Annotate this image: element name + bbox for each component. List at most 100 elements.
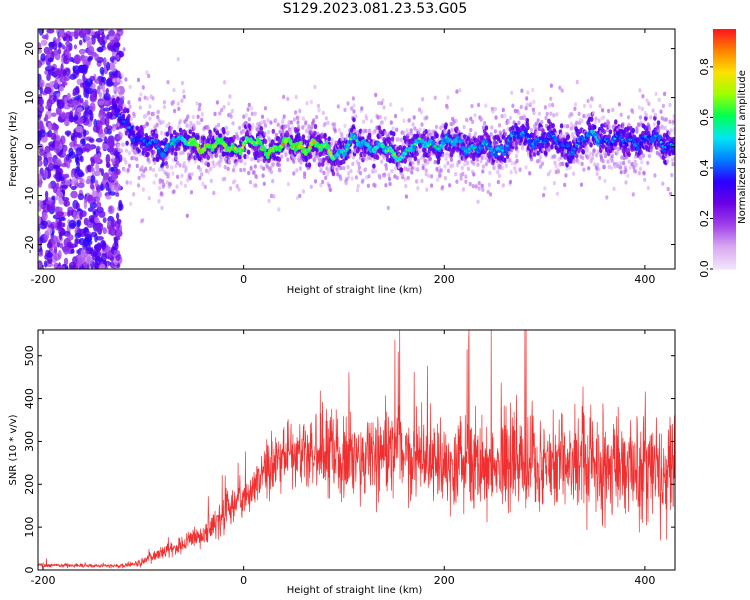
spectrogram-cell	[464, 179, 468, 184]
spectrogram-cell	[441, 153, 445, 158]
spectrogram-cell	[610, 165, 614, 171]
noise-cell	[115, 192, 120, 197]
spectrogram-cell	[604, 153, 608, 159]
spectrogram-cell	[532, 110, 536, 116]
noise-cell	[66, 131, 70, 137]
spectrogram-cell	[598, 104, 602, 109]
spectrogram-cell	[127, 113, 131, 120]
spectrogram-cell	[162, 100, 166, 105]
spectrogram-cell	[292, 159, 296, 164]
spectrogram-cell	[120, 132, 124, 137]
noise-cell	[113, 169, 119, 175]
spectrogram-cell	[174, 163, 178, 169]
spectrogram-cell	[239, 167, 243, 173]
spectrogram-cell	[176, 101, 180, 106]
spectrogram-cell	[564, 173, 568, 178]
noise-cell	[38, 48, 42, 54]
spectrogram-cell	[557, 169, 561, 174]
spectrogram-cell	[637, 105, 641, 110]
ridge-cell	[154, 139, 159, 144]
spectrogram-cell	[413, 156, 418, 162]
spectrogram-cell	[271, 128, 276, 134]
spectrogram-cell	[420, 178, 424, 184]
spectrogram-cell	[158, 167, 162, 172]
noise-cell	[93, 170, 101, 177]
spectrogram-cell	[500, 114, 504, 119]
spectrogram-cell	[515, 158, 519, 164]
spectrogram-cell	[537, 111, 542, 117]
spectrogram-cell	[477, 102, 481, 108]
spectrogram-cell	[298, 193, 302, 199]
noise-cell	[95, 163, 100, 171]
noise-cell	[50, 235, 58, 244]
spectrogram-cell	[147, 110, 151, 116]
spectrogram-cell	[529, 157, 534, 162]
noise-cell	[74, 44, 77, 50]
spectrogram-cell	[185, 123, 189, 128]
spectrogram-cell	[554, 164, 558, 169]
spectrogram-cell	[608, 124, 612, 130]
noise-cell	[60, 184, 69, 189]
noise-cell	[74, 237, 79, 248]
spectrogram-cell	[668, 119, 672, 125]
spectrogram-cell	[310, 125, 314, 130]
spectrogram-cell	[126, 167, 130, 173]
spectrogram-cell	[652, 122, 656, 127]
spectrogram-cell	[183, 183, 188, 189]
spectrogram-cell	[474, 184, 478, 189]
spectrogram-cell	[159, 130, 163, 136]
spectrogram-cell	[152, 111, 156, 117]
ridge-cell	[298, 140, 303, 146]
noise-cell	[46, 29, 55, 34]
noise-cell	[38, 104, 44, 114]
spectrogram-cell	[236, 136, 240, 141]
noise-cell	[54, 79, 58, 89]
noise-cell	[79, 98, 84, 104]
spectrogram-cell	[167, 172, 171, 177]
spectrogram-cell	[124, 77, 128, 82]
spectrogram-cell	[487, 182, 491, 188]
noise-cell	[55, 182, 60, 189]
spectrogram-cell	[477, 181, 481, 186]
spectrogram-cell	[233, 179, 237, 184]
spectrogram-cell	[637, 171, 641, 176]
spectrogram-cell	[313, 84, 317, 90]
spectrogram-cell	[188, 172, 192, 177]
spectrogram-cell	[295, 168, 299, 173]
spectrogram-cell	[463, 162, 467, 167]
spectrogram-cell	[161, 119, 165, 125]
spectrogram-cell	[229, 186, 233, 191]
spectrogram-cell	[406, 175, 410, 181]
noise-cell	[38, 159, 43, 167]
spectrogram-cell	[292, 117, 296, 122]
spectrogram-cell	[311, 151, 315, 157]
spectrogram-cell	[391, 131, 396, 137]
spectrogram-cell	[511, 103, 515, 109]
spectrogram-cell	[575, 120, 579, 126]
spectrogram-cell	[347, 175, 351, 180]
spectrogram-cell	[246, 107, 250, 112]
spectrogram-cell	[242, 167, 246, 172]
spectrogram-cell	[395, 175, 399, 180]
spectrogram-cell	[377, 100, 381, 106]
noise-cell	[84, 29, 91, 35]
spectrogram-cell	[296, 120, 300, 125]
spectrogram-cell	[395, 127, 399, 132]
spectrogram-cell	[272, 194, 276, 199]
spectrogram-cell	[356, 188, 360, 193]
spectrogram-cell	[230, 108, 234, 114]
noise-cell	[100, 76, 107, 83]
spectrogram-cell	[173, 108, 177, 114]
spectrogram-cell	[114, 124, 118, 129]
spectrogram-cell	[526, 90, 530, 95]
spectrogram-cell	[112, 115, 116, 120]
spectrogram-cell	[608, 129, 613, 135]
noise-cell	[58, 85, 65, 92]
spectrogram-cell	[313, 130, 317, 136]
noise-cell	[61, 81, 68, 86]
spectrogram-cell	[555, 191, 560, 196]
spectrogram-cell	[301, 125, 305, 130]
spectrogram-cell	[217, 149, 221, 154]
noise-cell	[58, 143, 63, 150]
spectrogram-cell	[251, 122, 255, 128]
